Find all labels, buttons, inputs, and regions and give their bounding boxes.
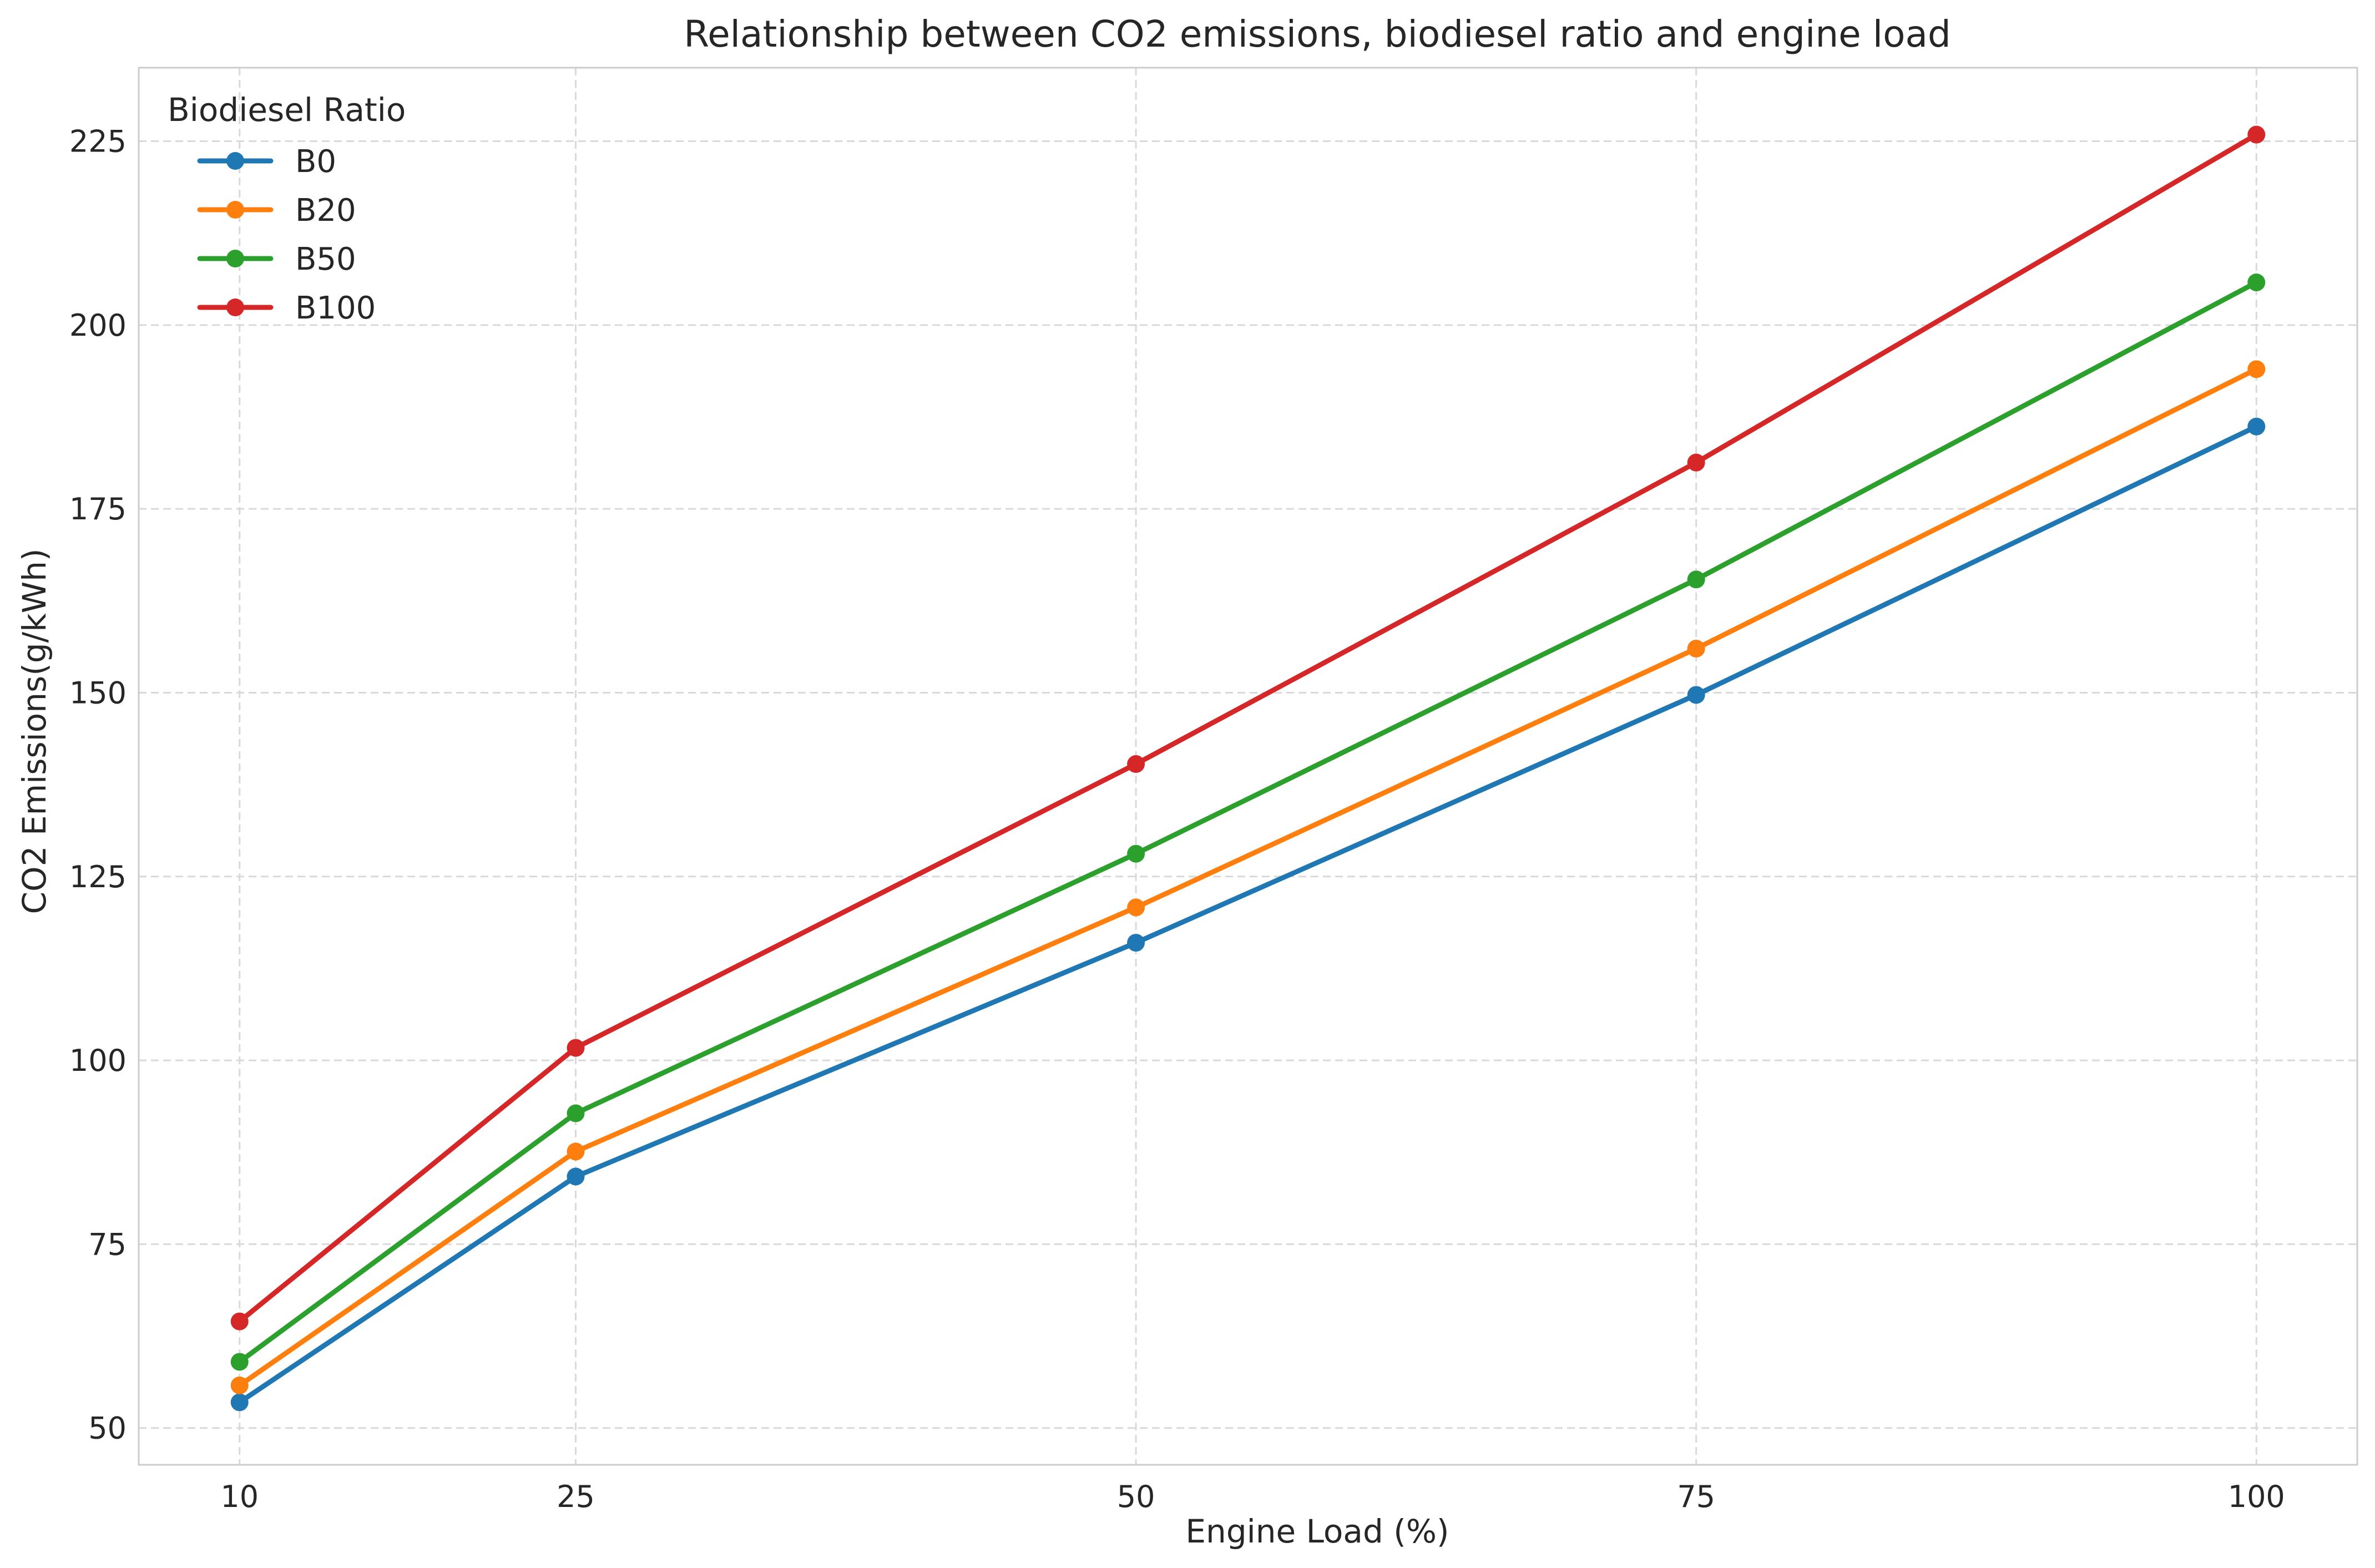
legend-item-b20: B20 [197, 193, 356, 229]
y-tick-label: 100 [69, 1043, 127, 1078]
x-axis-label: Engine Load (%) [1185, 1513, 1449, 1550]
x-tick-label: 75 [1677, 1479, 1715, 1514]
legend-swatch-marker [226, 250, 244, 267]
y-tick-label: 150 [69, 675, 127, 710]
y-axis-label: CO2 Emissions(g/kWh) [16, 548, 53, 914]
legend-label: B50 [295, 241, 356, 277]
legend: Biodiesel Ratio B0 B20 B50 B100 [168, 91, 406, 326]
x-tick-label: 50 [1117, 1479, 1155, 1514]
data-point [1127, 934, 1145, 952]
y-tick-label: 75 [88, 1227, 127, 1262]
legend-item-b50: B50 [197, 241, 356, 277]
data-point [230, 1312, 249, 1331]
legend-label: B100 [295, 290, 376, 326]
series-b100 [230, 125, 2266, 1331]
y-tick-label: 225 [69, 124, 127, 159]
data-point [1127, 898, 1145, 917]
chart-title: Relationship between CO2 emissions, biod… [684, 13, 1951, 55]
y-tick-label: 175 [69, 492, 127, 527]
legend-items: B0 B20 B50 B100 [197, 144, 376, 326]
data-point [567, 1039, 585, 1057]
data-point [2247, 125, 2266, 144]
data-point [1127, 844, 1145, 863]
x-tick-label: 10 [220, 1479, 259, 1514]
data-point [230, 1376, 249, 1394]
grid [139, 68, 2357, 1465]
series-lines [230, 125, 2266, 1412]
series-b0 [230, 417, 2266, 1412]
x-tick-label: 25 [557, 1479, 595, 1514]
data-point [230, 1393, 249, 1412]
data-point [1687, 686, 1705, 704]
legend-label: B20 [295, 193, 356, 229]
legend-title: Biodiesel Ratio [168, 91, 406, 129]
series-b50 [230, 273, 2266, 1371]
legend-swatch-marker [226, 201, 244, 219]
legend-item-b100: B100 [197, 290, 376, 326]
legend-label: B0 [295, 144, 336, 180]
plot-frame [138, 67, 2358, 1466]
data-point [2247, 360, 2266, 378]
data-point [567, 1167, 585, 1186]
data-point [1687, 453, 1705, 472]
data-point [567, 1142, 585, 1161]
data-point [1687, 570, 1705, 589]
data-point [1687, 639, 1705, 657]
legend-swatch-marker [226, 152, 244, 170]
axis-ticks: 10 25 50 75 100 50 75 100 125 150 175 200 225 [69, 124, 2285, 1514]
data-point [230, 1353, 249, 1371]
y-tick-label: 50 [88, 1411, 127, 1446]
data-point [2247, 417, 2266, 436]
y-tick-label: 200 [69, 308, 127, 343]
data-point [1127, 755, 1145, 773]
y-tick-label: 125 [69, 859, 127, 894]
data-point [2247, 273, 2266, 291]
legend-swatch-marker [226, 299, 244, 316]
series-b20 [230, 360, 2266, 1394]
legend-item-b0: B0 [197, 144, 336, 180]
data-point [567, 1104, 585, 1122]
x-tick-label: 100 [2228, 1479, 2285, 1514]
